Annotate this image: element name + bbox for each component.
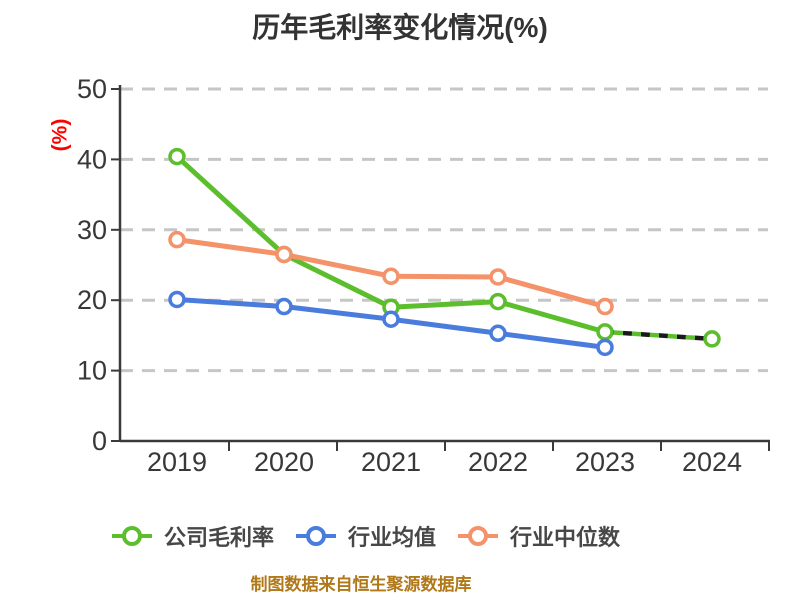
company-gross-margin-marker-2024 <box>703 330 721 348</box>
legend-label-company-gross-margin: 公司毛利率 <box>163 525 274 550</box>
x-tick-label-2019: 2019 <box>147 447 207 477</box>
industry-average-marker-2022 <box>489 324 507 343</box>
y-axis-label: (%) <box>49 119 72 152</box>
industry-median-legend-marker-icon <box>458 526 498 546</box>
industry-median-marker-2022 <box>489 268 507 286</box>
y-tick-label-0: 0 <box>92 426 107 456</box>
company-gross-margin-legend-marker-icon <box>111 526 152 546</box>
y-tick-label-40: 40 <box>77 144 107 174</box>
y-tick-label-30: 30 <box>77 215 107 245</box>
industry-average-marker-2019 <box>168 290 186 309</box>
industry-average-marker-2023 <box>596 338 614 357</box>
company-gross-margin-marker-2023 <box>596 323 614 341</box>
company-gross-margin-forecast-dash <box>604 329 713 342</box>
x-tick-label-2024: 2024 <box>682 447 742 477</box>
legend-item-industry-average[interactable]: 行业均值 <box>295 520 436 552</box>
line-chart-canvas: 0 10 20 30 40 50 2019 2020 2021 2022 2023 2024 (%) <box>49 74 770 477</box>
chart-title: 历年毛利率变化情况(%) <box>252 12 548 43</box>
legend-label-industry-average: 行业均值 <box>347 525 436 550</box>
legend-item-company-gross-margin[interactable]: 公司毛利率 <box>111 520 274 552</box>
industry-average-marker-2021 <box>382 310 400 328</box>
y-tick-label-50: 50 <box>77 74 107 104</box>
company-gross-margin-marker-2019 <box>168 147 186 166</box>
data-source-note: 制图数据来自恒生聚源数据库 <box>250 575 472 594</box>
legend-label-industry-median: 行业中位数 <box>510 525 621 550</box>
company-gross-margin-marker-2022 <box>489 292 507 311</box>
x-tick-label-2022: 2022 <box>468 447 528 477</box>
y-tick-label-20: 20 <box>77 285 107 315</box>
industry-median-marker-2023 <box>596 297 614 316</box>
industry-average-marker-2020 <box>275 297 293 316</box>
industry-average-legend-marker-icon <box>295 526 336 546</box>
y-tick-label-10: 10 <box>77 356 107 386</box>
x-tick-label-2023: 2023 <box>575 447 635 477</box>
legend-item-industry-median[interactable]: 行业中位数 <box>458 520 620 552</box>
industry-median-marker-2020 <box>275 245 293 264</box>
x-tick-label-2021: 2021 <box>361 447 421 477</box>
industry-median-marker-2021 <box>382 267 400 286</box>
industry-median-marker-2019 <box>168 230 186 249</box>
chart-legend: 公司毛利率 行业均值 行业中位数 <box>0 520 800 552</box>
x-tick-label-2020: 2020 <box>254 447 314 477</box>
